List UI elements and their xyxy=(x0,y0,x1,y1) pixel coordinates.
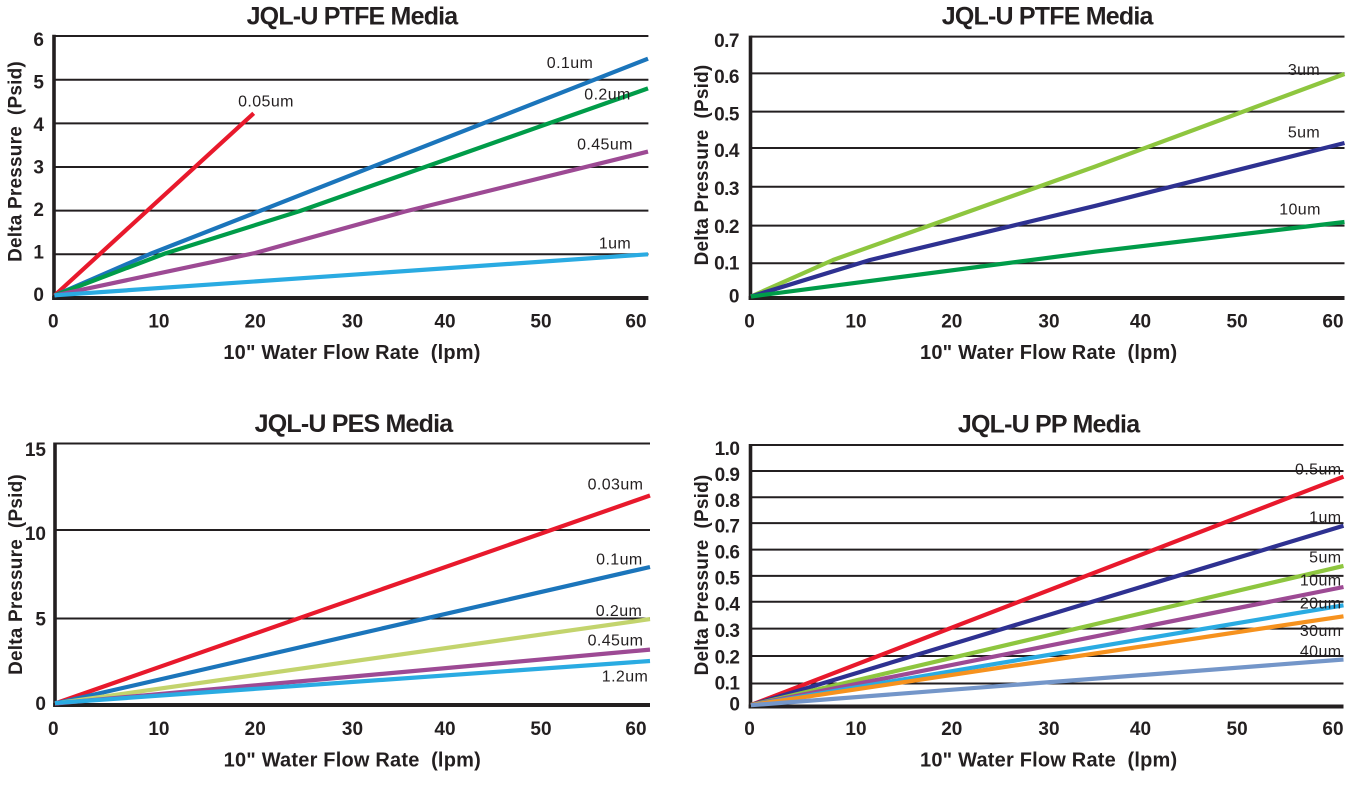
svg-text:0.03um: 0.03um xyxy=(588,476,644,493)
svg-text:0.2um: 0.2um xyxy=(584,87,630,104)
svg-text:6: 6 xyxy=(33,30,44,51)
svg-text:0.5: 0.5 xyxy=(715,568,741,589)
svg-text:60: 60 xyxy=(1322,312,1343,333)
svg-text:Delta Pressure (Psid): Delta Pressure (Psid) xyxy=(692,475,713,676)
svg-text:10um: 10um xyxy=(1279,202,1321,219)
svg-text:4: 4 xyxy=(33,115,44,136)
svg-text:30: 30 xyxy=(342,719,363,740)
svg-text:JQL-U PTFE Media: JQL-U PTFE Media xyxy=(247,2,460,30)
svg-text:0: 0 xyxy=(744,312,755,333)
svg-text:0: 0 xyxy=(33,285,44,306)
svg-text:60: 60 xyxy=(625,719,646,740)
svg-text:3: 3 xyxy=(33,158,44,179)
svg-text:1um: 1um xyxy=(599,236,631,253)
svg-text:0.2: 0.2 xyxy=(714,217,739,238)
svg-text:20: 20 xyxy=(941,312,962,333)
svg-text:10" Water Flow Rate (lpm): 10" Water Flow Rate (lpm) xyxy=(223,342,480,364)
svg-text:60: 60 xyxy=(1322,719,1343,740)
svg-text:1um: 1um xyxy=(1309,510,1341,527)
svg-text:10" Water Flow Rate (lpm): 10" Water Flow Rate (lpm) xyxy=(224,750,481,772)
svg-text:50: 50 xyxy=(1227,719,1248,740)
svg-text:1.0: 1.0 xyxy=(715,439,740,460)
svg-text:0.1um: 0.1um xyxy=(547,55,593,72)
svg-text:JQL-U PTFE Media: JQL-U PTFE Media xyxy=(942,2,1155,30)
svg-text:0: 0 xyxy=(729,286,739,307)
svg-text:10: 10 xyxy=(148,312,169,333)
svg-text:30: 30 xyxy=(1038,312,1059,333)
svg-text:Delta Pressure (Psid): Delta Pressure (Psid) xyxy=(6,474,27,675)
svg-text:30: 30 xyxy=(1038,719,1059,740)
svg-text:60: 60 xyxy=(625,312,646,333)
svg-text:0: 0 xyxy=(35,694,46,715)
svg-text:20: 20 xyxy=(245,312,266,333)
svg-text:0.5: 0.5 xyxy=(714,104,740,125)
svg-text:30um: 30um xyxy=(1300,623,1342,640)
svg-text:10" Water Flow Rate (lpm): 10" Water Flow Rate (lpm) xyxy=(920,750,1177,772)
svg-text:15: 15 xyxy=(25,440,47,461)
svg-text:0: 0 xyxy=(744,719,755,740)
svg-text:1.2um: 1.2um xyxy=(602,669,648,686)
svg-text:0.4: 0.4 xyxy=(715,594,741,615)
svg-text:Delta Pressure (Psid): Delta Pressure (Psid) xyxy=(692,65,713,266)
svg-text:1: 1 xyxy=(33,243,44,264)
svg-text:10: 10 xyxy=(25,524,46,545)
svg-text:20: 20 xyxy=(245,719,266,740)
svg-text:50: 50 xyxy=(530,312,551,333)
svg-text:0.6: 0.6 xyxy=(714,67,739,88)
svg-text:40: 40 xyxy=(434,719,455,740)
svg-text:5: 5 xyxy=(33,72,44,93)
svg-text:40um: 40um xyxy=(1300,644,1342,661)
svg-text:0.7: 0.7 xyxy=(715,516,740,537)
svg-text:40: 40 xyxy=(434,312,455,333)
svg-text:50: 50 xyxy=(530,719,551,740)
svg-text:5: 5 xyxy=(35,609,46,630)
svg-text:JQL-U PES Media: JQL-U PES Media xyxy=(255,410,455,438)
svg-text:40: 40 xyxy=(1130,719,1151,740)
svg-text:10: 10 xyxy=(845,312,866,333)
svg-text:3um: 3um xyxy=(1288,62,1320,79)
svg-text:0.2um: 0.2um xyxy=(596,603,642,620)
svg-text:0.1um: 0.1um xyxy=(596,552,642,569)
svg-text:0: 0 xyxy=(729,694,739,715)
svg-text:20um: 20um xyxy=(1300,596,1342,613)
svg-text:5um: 5um xyxy=(1309,550,1341,567)
svg-text:20: 20 xyxy=(941,719,962,740)
svg-text:0.6: 0.6 xyxy=(715,542,740,563)
svg-text:5um: 5um xyxy=(1288,125,1320,142)
svg-text:0.45um: 0.45um xyxy=(588,633,644,650)
svg-text:0.45um: 0.45um xyxy=(577,137,633,154)
svg-text:0.3: 0.3 xyxy=(715,621,740,642)
svg-text:0.7: 0.7 xyxy=(714,31,739,52)
svg-text:0.3: 0.3 xyxy=(714,179,739,200)
svg-text:10um: 10um xyxy=(1300,573,1342,590)
svg-text:10" Water Flow Rate (lpm): 10" Water Flow Rate (lpm) xyxy=(920,342,1177,364)
svg-text:0.9: 0.9 xyxy=(715,465,740,486)
svg-text:0: 0 xyxy=(48,312,59,333)
svg-text:50: 50 xyxy=(1227,312,1248,333)
svg-text:JQL-U PP Media: JQL-U PP Media xyxy=(958,411,1141,439)
svg-text:Delta Pressure (Psid): Delta Pressure (Psid) xyxy=(6,61,27,262)
svg-text:10: 10 xyxy=(148,719,169,740)
svg-text:0.5um: 0.5um xyxy=(1295,462,1341,479)
svg-text:0.8: 0.8 xyxy=(715,491,740,512)
svg-text:0.2: 0.2 xyxy=(715,647,740,668)
svg-text:30: 30 xyxy=(342,312,363,333)
svg-text:0: 0 xyxy=(48,719,59,740)
svg-text:10: 10 xyxy=(845,719,866,740)
svg-text:0.1: 0.1 xyxy=(715,673,741,694)
svg-text:0.4: 0.4 xyxy=(714,141,740,162)
svg-text:0.05um: 0.05um xyxy=(238,94,294,111)
svg-text:40: 40 xyxy=(1130,312,1151,333)
svg-text:2: 2 xyxy=(33,200,44,221)
svg-text:0.1: 0.1 xyxy=(714,253,740,274)
